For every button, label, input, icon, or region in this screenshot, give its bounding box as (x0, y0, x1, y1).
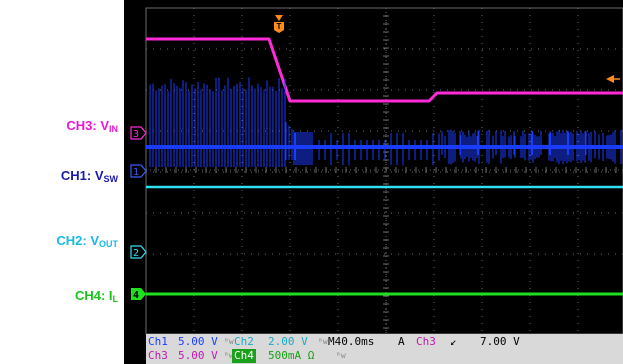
ch3-name: Ch3 (148, 349, 168, 362)
bw-limit-icon: ᴮw (224, 351, 234, 360)
label-ch1-vsw: CH1: VSW (60, 168, 118, 184)
trigger-position-marker: T (274, 15, 284, 33)
ch3-ground-marker: 3 (130, 126, 147, 140)
timebase: M40.0ms (328, 335, 375, 348)
ch4-ground-marker: 4 (131, 288, 146, 301)
label-ch3-vin: CH3: VIN (66, 118, 118, 134)
ch1-trace-switching (149, 77, 622, 167)
ch3-trace (146, 37, 623, 103)
ch2-scale: 2.00 V (268, 335, 308, 348)
trigger-level-marker (606, 75, 620, 83)
svg-text:1: 1 (133, 167, 139, 178)
oscilloscope-screen: T 3 1 2 4 Ch1 5.00 V ᴮw (124, 0, 623, 364)
bw-limit-icon: ᴮw (336, 351, 346, 360)
graticule-grid (145, 7, 623, 335)
trigger-level: 7.00 V (480, 335, 520, 348)
ch1-name: Ch1 (148, 335, 168, 348)
scope-status-bar: Ch1 5.00 V ᴮw Ch2 2.00 V ᴮw M40.0ms A Ch… (146, 334, 623, 364)
graticule-frame (145, 7, 623, 335)
waveform-display: T 3 1 2 4 (130, 7, 623, 335)
svg-text:2: 2 (133, 248, 139, 259)
ch3-scale: 5.00 V (178, 349, 218, 362)
ch2-ground-marker: 2 (130, 245, 147, 259)
ch1-ground-marker: 1 (130, 164, 147, 178)
svg-text:3: 3 (133, 129, 139, 140)
svg-text:T: T (277, 22, 282, 31)
label-ch4-il: CH4: IL (74, 288, 118, 304)
trigger-source: Ch3 (416, 335, 436, 348)
bw-limit-icon: ᴮw (318, 337, 328, 346)
ch2-name: Ch2 (234, 335, 254, 348)
bw-limit-icon: ᴮw (224, 337, 234, 346)
waveform-traces (146, 37, 623, 296)
ch4-scale: 500mA Ω (268, 349, 315, 362)
label-ch2-vout: CH2: VOUT (56, 233, 118, 249)
trigger-mode: A (398, 335, 405, 348)
svg-text:4: 4 (133, 290, 139, 301)
trigger-slope-icon: ↙ (450, 335, 457, 348)
ch4-name: Ch4 (232, 349, 256, 363)
ch1-scale: 5.00 V (178, 335, 218, 348)
